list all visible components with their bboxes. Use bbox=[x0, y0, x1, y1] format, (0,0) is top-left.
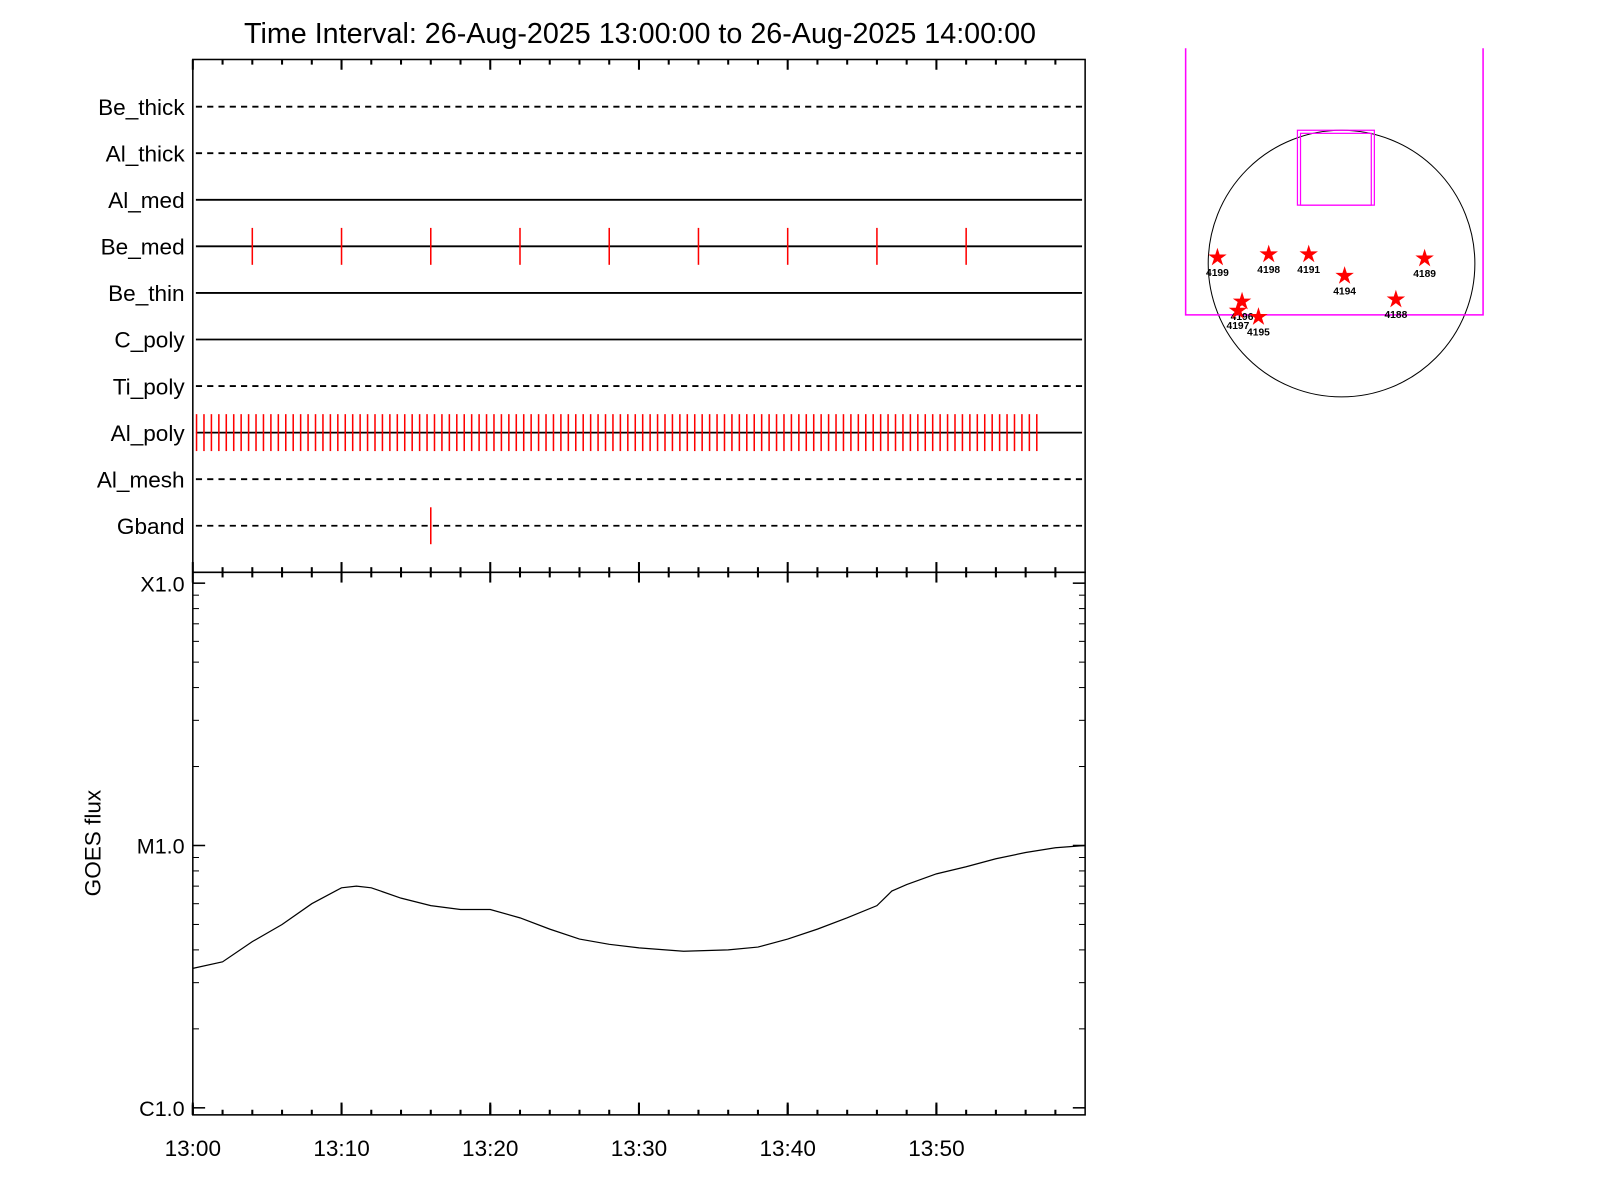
x-tick-label: 13:00 bbox=[165, 1136, 221, 1161]
region-star bbox=[1415, 248, 1434, 267]
x-tick-label: 13:30 bbox=[611, 1136, 667, 1161]
region-label: 4191 bbox=[1297, 265, 1320, 276]
region-label: 4189 bbox=[1413, 269, 1436, 280]
fov-box bbox=[1184, 48, 1484, 316]
y-tick-label: X1.0 bbox=[140, 572, 184, 596]
row-label: Be_med bbox=[101, 235, 185, 260]
region-label: 4188 bbox=[1384, 310, 1407, 321]
region-star bbox=[1299, 244, 1318, 263]
region-star bbox=[1386, 289, 1406, 308]
row-label: C_poly bbox=[114, 328, 185, 353]
row-label: Al_thick bbox=[106, 141, 186, 166]
fov-box bbox=[1299, 132, 1372, 206]
region-star bbox=[1208, 247, 1227, 266]
region-star bbox=[1335, 266, 1354, 284]
x-tick-label: 13:40 bbox=[759, 1136, 815, 1161]
solar-disk bbox=[1207, 129, 1476, 398]
region-label: 4197 bbox=[1227, 321, 1250, 332]
x-tick-label: 13:10 bbox=[313, 1136, 369, 1161]
row-label: Al_poly bbox=[111, 421, 186, 446]
region-star bbox=[1249, 307, 1268, 325]
y-tick-label: C1.0 bbox=[139, 1097, 184, 1121]
region-label: 4194 bbox=[1333, 286, 1356, 297]
row-label: Gband bbox=[117, 514, 185, 539]
panel-frame bbox=[192, 571, 1086, 1116]
region-label: 4199 bbox=[1206, 268, 1229, 279]
panel-frame bbox=[192, 58, 1086, 574]
y-tick-label: M1.0 bbox=[137, 835, 185, 859]
chart-title: Time Interval: 26-Aug-2025 13:00:00 to 2… bbox=[244, 18, 1036, 50]
row-label: Be_thin bbox=[108, 281, 184, 306]
x-tick-label: 13:50 bbox=[908, 1136, 964, 1161]
row-label: Al_med bbox=[108, 188, 184, 213]
row-label: Ti_poly bbox=[113, 374, 186, 399]
region-star bbox=[1228, 301, 1248, 319]
region-label: 4195 bbox=[1247, 327, 1270, 338]
flux-line bbox=[192, 844, 1086, 970]
y-axis-label: GOES flux bbox=[81, 789, 106, 896]
x-tick-label: 13:20 bbox=[462, 1136, 518, 1161]
region-star bbox=[1232, 291, 1252, 310]
fov-box bbox=[1296, 129, 1375, 206]
row-label: Al_mesh bbox=[97, 467, 185, 492]
region-star bbox=[1259, 244, 1278, 263]
region-label: 4198 bbox=[1257, 265, 1280, 276]
row-label: Be_thick bbox=[98, 95, 185, 120]
